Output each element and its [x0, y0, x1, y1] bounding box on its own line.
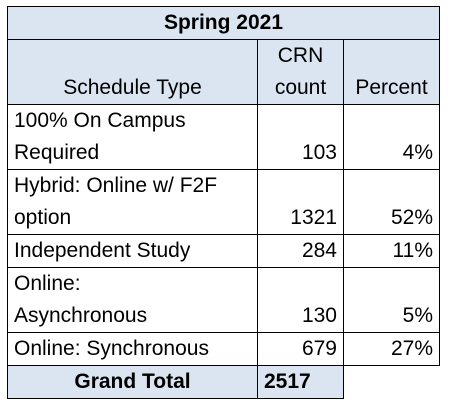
- table-row: Independent Study 284 11%: [7, 234, 440, 268]
- schedule-type-line1: Hybrid: Online w/ F2F: [14, 174, 218, 197]
- table-row: Online: Synchronous 679 27%: [7, 332, 440, 366]
- schedule-type-cell: Online: Asynchronous: [7, 267, 258, 333]
- schedule-type-table: Spring 2021 Schedule Type CRN count Perc…: [7, 6, 440, 399]
- header-crn-count-line1: CRN: [277, 44, 324, 67]
- grand-total-empty-cell: [343, 365, 440, 399]
- schedule-type-line2: option: [14, 206, 72, 229]
- percent-cell: 4%: [343, 104, 440, 170]
- grand-total-row: Grand Total 2517: [7, 365, 440, 399]
- header-crn-count: CRN count: [257, 39, 344, 105]
- header-crn-count-line2: count: [274, 76, 327, 99]
- header-percent: Percent: [343, 39, 440, 105]
- table-row: 100% On Campus Required 103 4%: [7, 104, 440, 170]
- title-row: Spring 2021: [7, 6, 440, 40]
- schedule-type-cell: 100% On Campus Required: [7, 104, 258, 170]
- crn-count-cell: 679: [257, 332, 344, 366]
- crn-count-cell: 1321: [257, 169, 344, 235]
- grand-total-value: 2517: [257, 365, 344, 399]
- schedule-type-line1: Online:: [14, 272, 81, 295]
- crn-count-cell: 130: [257, 267, 344, 333]
- header-row: Schedule Type CRN count Percent: [7, 39, 440, 105]
- crn-count-cell: 103: [257, 104, 344, 170]
- table-row: Hybrid: Online w/ F2F option 1321 52%: [7, 169, 440, 235]
- schedule-type-cell: Online: Synchronous: [7, 332, 258, 366]
- percent-cell: 27%: [343, 332, 440, 366]
- grand-total-label: Grand Total: [7, 365, 258, 399]
- percent-cell: 5%: [343, 267, 440, 333]
- schedule-type-line1: 100% On Campus: [14, 109, 186, 132]
- schedule-type-cell: Independent Study: [7, 234, 258, 268]
- percent-cell: 11%: [343, 234, 440, 268]
- table-title: Spring 2021: [7, 6, 440, 40]
- percent-cell: 52%: [343, 169, 440, 235]
- table-row: Online: Asynchronous 130 5%: [7, 267, 440, 333]
- schedule-type-line2: Required: [14, 141, 100, 164]
- header-schedule-type: Schedule Type: [7, 39, 258, 105]
- crn-count-cell: 284: [257, 234, 344, 268]
- schedule-type-line2: Asynchronous: [14, 304, 148, 327]
- schedule-type-cell: Hybrid: Online w/ F2F option: [7, 169, 258, 235]
